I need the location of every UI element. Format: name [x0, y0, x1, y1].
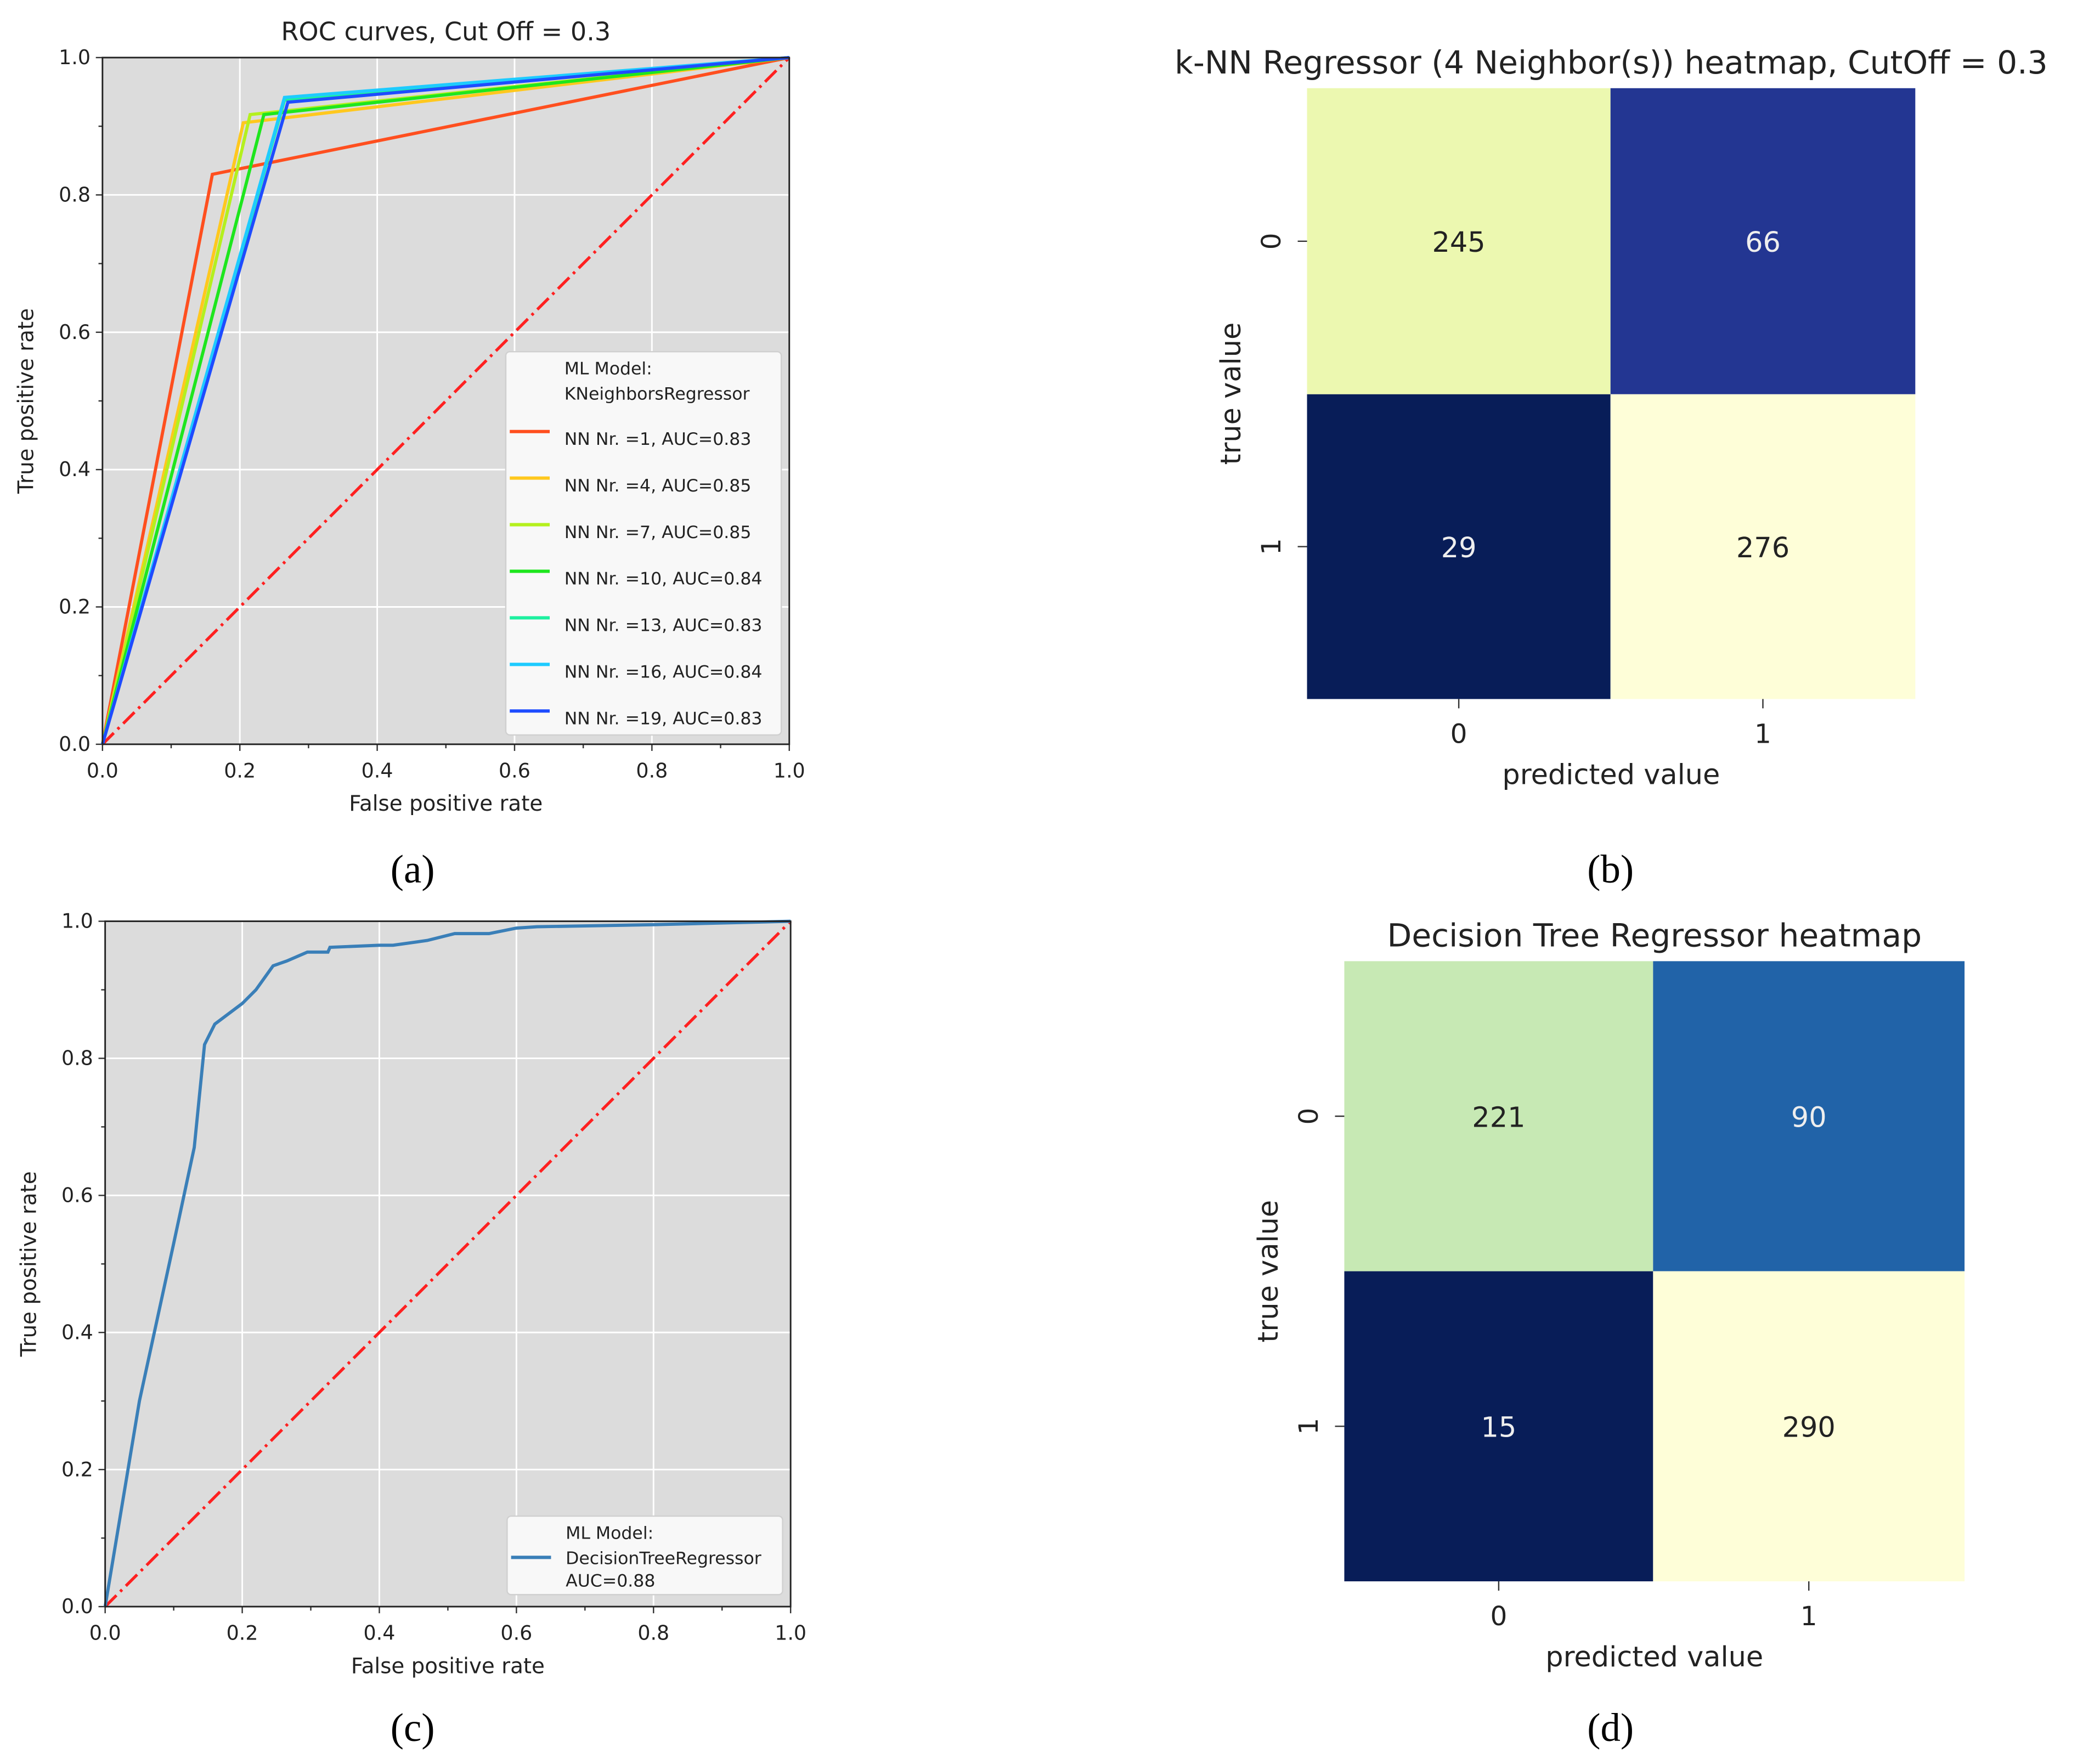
x-tick-label: 1.0 [774, 759, 805, 783]
y-tick-label: 0.8 [61, 1047, 93, 1070]
y-tick-label: 0.8 [59, 183, 91, 206]
heatmap-cell-0-1 [1653, 961, 1965, 1271]
roc-curve-0 [103, 919, 791, 1607]
heatmap-cell-1-1 [1653, 1271, 1965, 1581]
heatmap-value-0-0: 245 [1432, 227, 1485, 259]
legend-entry: NN Nr. =19, AUC=0.83 [565, 709, 763, 728]
caption-c: (c) [391, 1705, 435, 1750]
legend-title: ML Model: [566, 1523, 653, 1543]
x-axis-label: predicted value [1502, 759, 1720, 791]
legend-entry: DecisionTreeRegressor [566, 1548, 761, 1568]
heatmap-cell-0-0 [1307, 88, 1611, 394]
y-tick-label: 0.0 [59, 732, 91, 756]
heatmap-cell-1-1 [1610, 394, 1916, 699]
y-tick-label: 1 [1256, 538, 1287, 555]
y-tick-label: 1 [1294, 1418, 1324, 1435]
y-tick-label: 1.0 [59, 46, 91, 69]
plot-frame [104, 920, 792, 1608]
x-tick-label: 0.6 [500, 1621, 532, 1645]
x-axis-label: predicted value [1545, 1641, 1763, 1673]
legend-entry: NN Nr. =1, AUC=0.83 [565, 429, 752, 449]
chart-title: k-NN Regressor (4 Neighbor(s)) heatmap, … [1175, 44, 2048, 81]
y-axis-label: True positive rate [14, 308, 39, 494]
heatmap-1: 245 66 29 276 0 1 0 1 k-NN Regressor (4 Neighbor… [1175, 44, 2048, 791]
heatmap-value-0-1: 66 [1745, 227, 1781, 259]
x-axis-label: False positive rate [351, 1654, 545, 1678]
legend-entry: NN Nr. =13, AUC=0.83 [565, 616, 763, 636]
y-tick-label: 0.4 [61, 1320, 93, 1344]
heatmap-value-1-0: 15 [1481, 1412, 1516, 1444]
x-tick-label: 1.0 [775, 1621, 806, 1645]
roc-chart-2: 0.0 0.0 0.2 0.2 0.4 0.4 0.6 0.6 0.8 0.8 1.0 1.0 Fals… [17, 909, 807, 1679]
legend-box [505, 350, 782, 736]
legend-entry-auc: AUC=0.88 [566, 1571, 655, 1591]
y-tick-label: 1.0 [61, 909, 93, 933]
y-tick-label: 0 [1294, 1108, 1324, 1125]
heatmap-3: 221 90 15 290 0 1 0 1 Decision Tree Regressor he… [1252, 917, 1965, 1673]
y-tick-label: 0.2 [61, 1457, 93, 1481]
y-tick-label: 0.4 [59, 457, 91, 481]
chart-title: ROC curves, Cut Off = 0.3 [281, 16, 611, 46]
heatmap-cell-1-0 [1307, 394, 1611, 699]
roc-curve-3 [100, 56, 790, 745]
caption-d: (d) [1587, 1705, 1634, 1750]
x-tick-label: 0 [1450, 719, 1467, 749]
legend-entry: NN Nr. =10, AUC=0.84 [565, 569, 763, 589]
roc-curve-0 [100, 56, 790, 745]
x-axis-label: False positive rate [349, 791, 543, 816]
heatmap-value-1-1: 276 [1736, 532, 1790, 564]
chart-title: Decision Tree Regressor heatmap [1387, 917, 1922, 954]
y-tick-label: 0 [1256, 233, 1287, 250]
caption-a: (a) [391, 847, 435, 891]
x-tick-label: 0.6 [499, 759, 530, 783]
caption-b: (b) [1587, 847, 1634, 891]
x-tick-label: 0.8 [637, 1621, 669, 1645]
heatmap-cell-0-1 [1610, 88, 1916, 394]
x-tick-label: 0.4 [364, 1621, 396, 1645]
roc-curve-1 [100, 56, 790, 745]
diagonal-baseline [101, 56, 791, 745]
legend-title: KNeighborsRegressor [565, 385, 750, 404]
heatmap-cell-0-0 [1344, 961, 1653, 1271]
plot-frame [101, 56, 791, 745]
x-tick-label: 0.2 [227, 1621, 258, 1645]
x-tick-label: 1 [1754, 719, 1771, 749]
heatmap-cell-1-0 [1344, 1271, 1653, 1581]
heatmap-value-0-1: 90 [1791, 1101, 1827, 1134]
y-tick-label: 0.0 [61, 1595, 93, 1618]
x-tick-label: 0.8 [636, 759, 668, 783]
legend-entry: NN Nr. =4, AUC=0.85 [565, 476, 752, 496]
legend: ML Model: DecisionTreeRegressor AUC=0.88 [506, 1515, 783, 1596]
x-tick-label: 1 [1800, 1601, 1817, 1632]
heatmap-value-1-0: 29 [1441, 532, 1477, 564]
y-axis-label: true value [1252, 1200, 1285, 1343]
x-tick-label: 0.2 [224, 759, 256, 783]
x-tick-label: 0.0 [89, 1621, 121, 1645]
y-tick-label: 0.6 [61, 1184, 93, 1207]
x-tick-label: 0 [1490, 1601, 1507, 1632]
y-axis-label: True positive rate [17, 1171, 42, 1357]
legend: ML Model: KNeighborsRegressor NN Nr. =1, A… [505, 350, 782, 736]
roc-chart-0: 0.0 0.0 0.2 0.2 0.4 0.4 0.6 0.6 0.8 0.8 1.0 1.0 ROC … [14, 16, 805, 816]
legend-box [506, 1515, 783, 1596]
y-axis-label: true value [1215, 323, 1247, 465]
y-tick-label: 0.2 [59, 595, 91, 619]
legend-entry: NN Nr. =16, AUC=0.84 [565, 663, 763, 682]
diagonal-baseline [104, 920, 792, 1608]
y-tick-label: 0.6 [59, 320, 91, 344]
x-tick-label: 0.0 [87, 759, 118, 783]
heatmap-value-1-1: 290 [1782, 1412, 1836, 1444]
heatmap-value-0-0: 221 [1472, 1101, 1525, 1134]
x-tick-label: 0.4 [362, 759, 393, 783]
legend-title: ML Model: [565, 359, 652, 378]
roc-curve-6 [101, 56, 789, 745]
legend-entry: NN Nr. =7, AUC=0.85 [565, 523, 752, 542]
